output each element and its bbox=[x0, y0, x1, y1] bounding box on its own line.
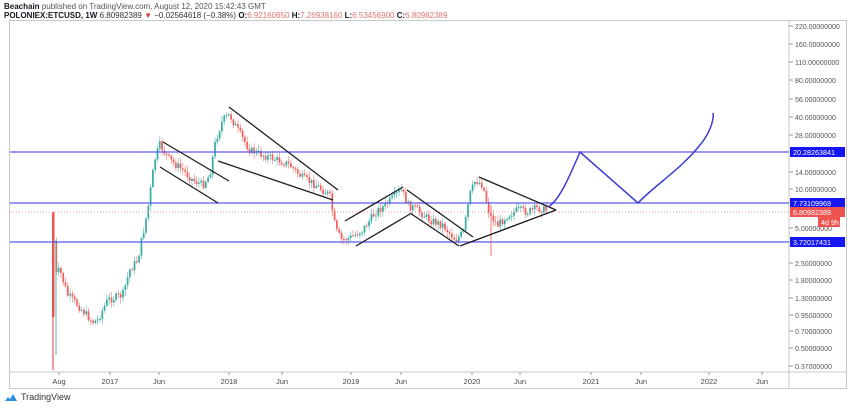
price-change: −0.02564618 (−0.38%) bbox=[154, 11, 237, 20]
y-tick-label: 0.70000000 bbox=[795, 329, 832, 336]
y-tick-label: 56.00000000 bbox=[795, 97, 836, 104]
tradingview-footer[interactable]: TradingView bbox=[4, 392, 71, 402]
high-value: 7.26938160 bbox=[300, 11, 343, 20]
flag-upper-line[interactable] bbox=[162, 141, 230, 182]
x-tick-label: 2021 bbox=[583, 377, 600, 386]
y-tick-label: 0.37000000 bbox=[795, 364, 832, 371]
tradingview-cloud-icon bbox=[5, 393, 17, 401]
price-label-box bbox=[790, 198, 845, 208]
x-tick-label: 2018 bbox=[221, 377, 238, 386]
wedge-upper-line[interactable] bbox=[228, 106, 339, 191]
low-value: 6.53456900 bbox=[352, 11, 395, 20]
y-tick-label: 1.30000000 bbox=[795, 296, 832, 303]
y-tick-label: 0.95000000 bbox=[795, 313, 832, 320]
falling-channel-lower[interactable] bbox=[409, 212, 460, 247]
rising-channel-lower[interactable] bbox=[355, 213, 411, 247]
price-label-text: 6.80982389 bbox=[793, 208, 831, 217]
falling-channel-upper[interactable] bbox=[406, 189, 474, 238]
down-arrow-icon: ▼ bbox=[144, 11, 152, 20]
y-tick-label: 110.00000000 bbox=[795, 60, 839, 67]
tradingview-brand: TradingView bbox=[21, 392, 71, 402]
y-tick-label: 220.00000000 bbox=[795, 24, 840, 31]
y-tick-label: 28.00000000 bbox=[795, 133, 836, 140]
x-tick-label: Jun bbox=[635, 377, 647, 386]
x-tick-label: Jun bbox=[276, 377, 288, 386]
triangle-lower-line[interactable] bbox=[459, 209, 557, 247]
y-tick-label: 160.00000000 bbox=[795, 42, 840, 49]
price-label-box bbox=[790, 147, 845, 157]
price-label-text: 20.28263841 bbox=[793, 148, 835, 157]
flag-lower-line[interactable] bbox=[159, 166, 219, 204]
publish-info: Beachain published on TradingView.com, A… bbox=[4, 2, 266, 11]
horizontal-levels[interactable] bbox=[10, 151, 789, 243]
y-tick-label: 40.00000000 bbox=[795, 115, 836, 122]
x-tick-label: Jun bbox=[395, 377, 407, 386]
close-label: C: bbox=[396, 11, 406, 20]
trendlines[interactable] bbox=[159, 106, 557, 247]
chart-frame bbox=[9, 20, 847, 389]
rising-channel-upper[interactable] bbox=[344, 186, 404, 222]
price-label-box bbox=[818, 217, 840, 227]
price-axis[interactable]: 220.00000000 160.00000000 110.00000000 80.0… bbox=[789, 24, 840, 371]
author-name[interactable]: Beachain bbox=[4, 2, 40, 11]
y-tick-label: 10.00000000 bbox=[795, 187, 836, 194]
projection-path[interactable] bbox=[547, 112, 714, 208]
time-axis[interactable]: Aug 2017 Jun 2018 Jun 2019 Jun 2020 Jun 2021 Jun 20… bbox=[52, 372, 768, 386]
price-label-box bbox=[790, 237, 845, 247]
publish-text: published on TradingView.com, August 12,… bbox=[41, 2, 266, 11]
symbol-name: POLONIEX:ETCUSD, 1W bbox=[4, 11, 98, 20]
close-value: 6.80982389 bbox=[405, 11, 448, 20]
candlestick-series bbox=[52, 111, 548, 370]
x-tick-label: Jun bbox=[756, 377, 768, 386]
open-label: O: bbox=[238, 11, 248, 20]
price-label-box bbox=[790, 207, 845, 217]
x-tick-label: 2022 bbox=[701, 377, 718, 386]
x-tick-label: 2017 bbox=[102, 377, 119, 386]
price-label-text: 4d 9h bbox=[821, 218, 839, 227]
x-tick-label: Aug bbox=[52, 377, 65, 386]
price-label-text: 7.73109969 bbox=[793, 199, 831, 208]
y-tick-label: 14.00000000 bbox=[795, 170, 836, 177]
symbol-legend: POLONIEX:ETCUSD, 1W 6.80982389 ▼ −0.0256… bbox=[4, 11, 447, 20]
high-label: H: bbox=[291, 11, 301, 20]
x-tick-label: Jun bbox=[514, 377, 526, 386]
y-tick-label: 0.50000000 bbox=[795, 346, 832, 353]
x-tick-label: Jun bbox=[153, 377, 165, 386]
triangle-upper-line[interactable] bbox=[478, 176, 557, 211]
y-tick-label: 5.00000000 bbox=[795, 226, 832, 233]
last-price: 6.80982389 bbox=[99, 11, 142, 20]
y-tick-label: 80.00000000 bbox=[795, 78, 836, 85]
y-tick-label: 1.80000000 bbox=[795, 278, 832, 285]
wedge-lower-line[interactable] bbox=[217, 160, 334, 201]
x-tick-label: 2020 bbox=[464, 377, 481, 386]
y-tick-label: 2.50000000 bbox=[795, 261, 832, 268]
x-tick-label: 2019 bbox=[343, 377, 360, 386]
open-value: 6.92160650 bbox=[247, 11, 290, 20]
price-label-text: 3.72017431 bbox=[793, 238, 831, 247]
low-label: L: bbox=[344, 11, 353, 20]
